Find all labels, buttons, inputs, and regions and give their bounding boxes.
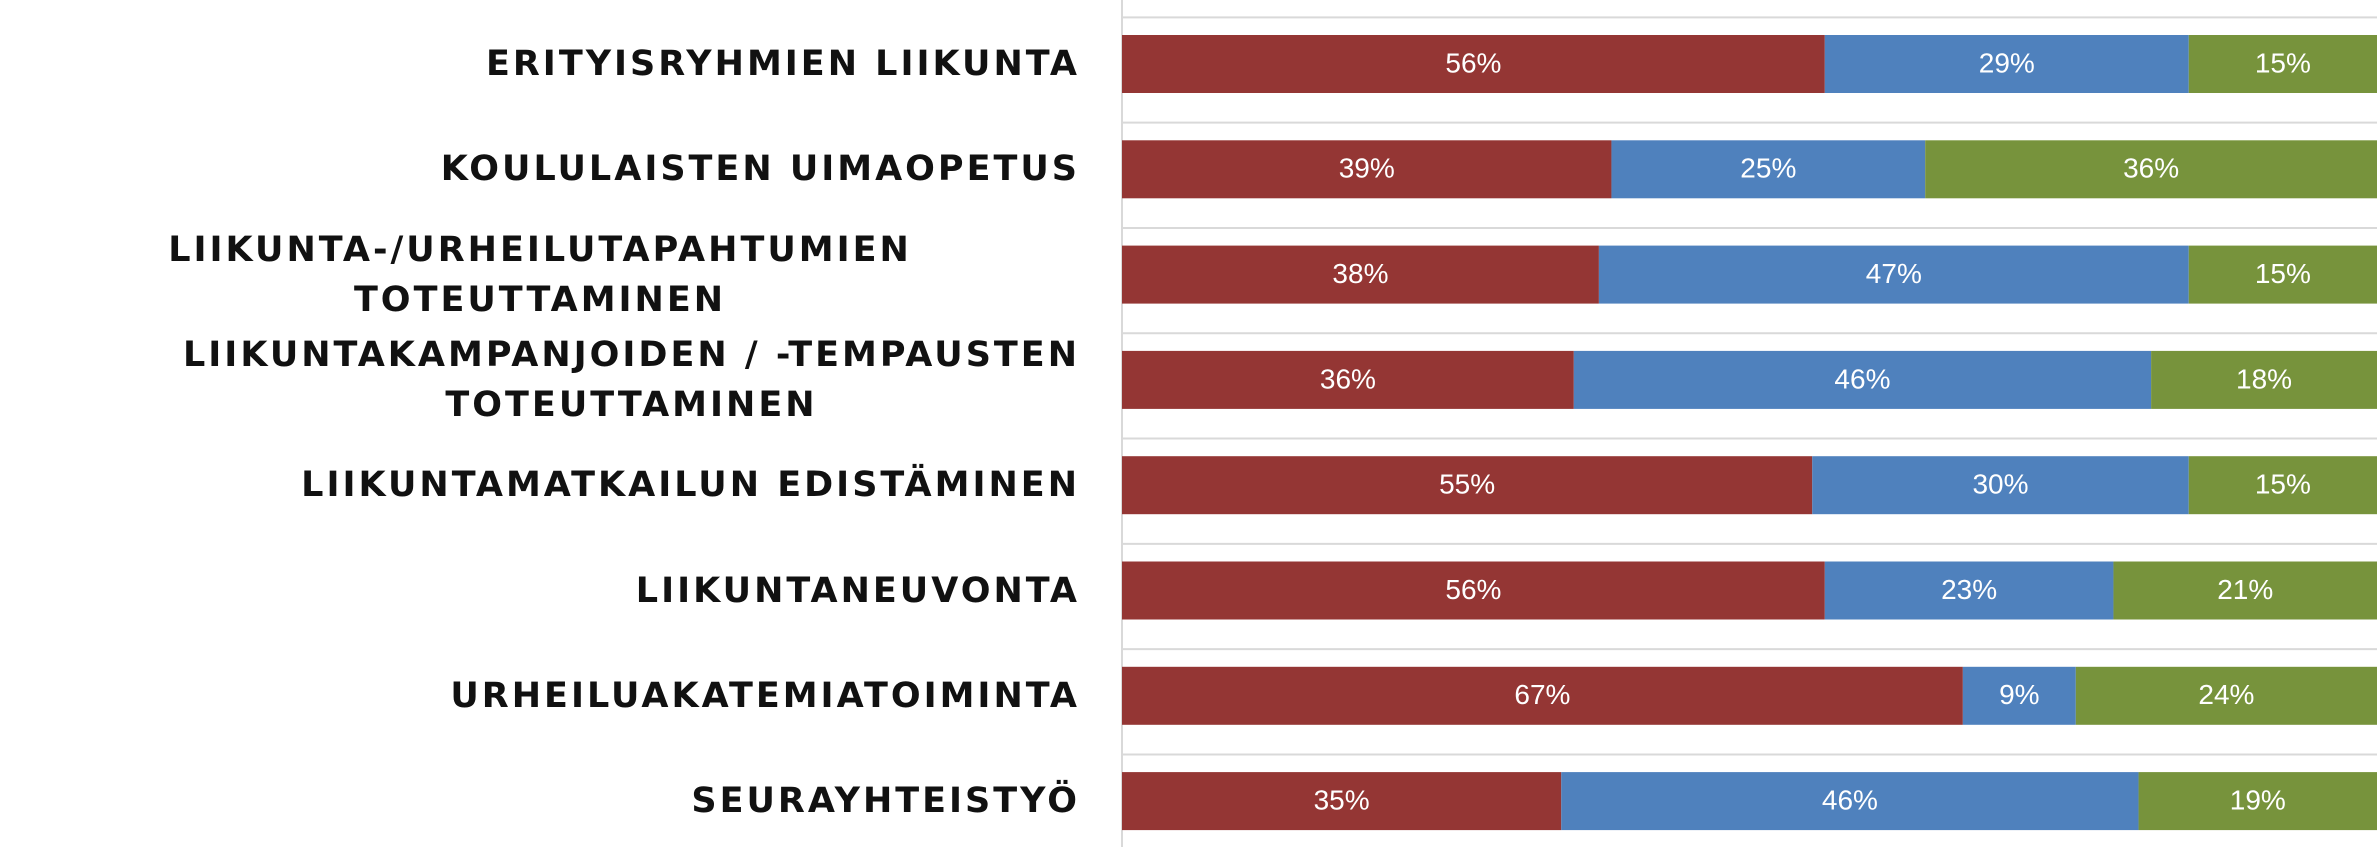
bar-segment (2151, 350, 2377, 409)
category-label: SEURAYHTEISTYÖ (691, 776, 1080, 826)
category-text: LIIKUNTAKAMPANJOIDEN / -TEMPAUSTEN TOTEU… (182, 334, 1080, 425)
value-label: 47% (1866, 258, 1922, 289)
category-text: ERITYISRYHMIEN LIIKUNTA (485, 44, 1080, 84)
value-label: 29% (1979, 47, 2035, 78)
bar-segment (2188, 245, 2377, 304)
value-label: 39% (1339, 153, 1395, 184)
value-label: 36% (2123, 153, 2179, 184)
value-label: 23% (1941, 574, 1997, 605)
bar-segment (1561, 772, 2139, 831)
bar-segment (1611, 140, 1926, 199)
value-label: 67% (1514, 679, 1570, 710)
bar-segment (1122, 772, 1562, 831)
bar-segment (1122, 140, 1612, 199)
value-label: 56% (1445, 47, 1501, 78)
value-label: 56% (1445, 574, 1501, 605)
bar-segment (1573, 350, 2152, 409)
bar-segment (1824, 561, 2114, 620)
bar-segment (2188, 456, 2377, 515)
bar-segment (2075, 666, 2377, 725)
category-label: LIIKUNTANEUVONTA (636, 566, 1080, 616)
value-label: 24% (2198, 679, 2254, 710)
bar-segment (1122, 666, 1963, 725)
bar-segment (1812, 456, 2189, 515)
bar-segment (2138, 772, 2377, 831)
category-label: KOULULAISTEN UIMAOPETUS (441, 144, 1080, 194)
bar-segment (1122, 35, 1825, 93)
value-label: 25% (1740, 153, 1796, 184)
category-text: LIIKUNTANEUVONTA (635, 570, 1080, 611)
value-label: 38% (1332, 258, 1388, 289)
category-label: URHEILUAKATEMIATOIMINTA (450, 671, 1080, 721)
value-label: 46% (1822, 784, 1878, 815)
value-label: 19% (2230, 784, 2286, 815)
bar-segment (1122, 245, 1599, 304)
value-label: 15% (2255, 258, 2311, 289)
value-label: 18% (2236, 363, 2292, 394)
bar-segment (1962, 666, 2076, 725)
bar-segment (1122, 456, 1813, 515)
category-label: LIIKUNTA-/URHEILUTAPAHTUMIEN TOTEUTTAMIN… (0, 225, 1080, 325)
category-label: LIIKUNTAKAMPANJOIDEN / -TEMPAUSTEN TOTEU… (183, 330, 1080, 430)
value-label: 30% (1972, 469, 2028, 500)
category-text: KOULULAISTEN UIMAOPETUS (440, 149, 1080, 190)
value-label: 55% (1439, 469, 1495, 500)
category-label: ERITYISRYHMIEN LIIKUNTA (486, 39, 1080, 89)
bar-segment (2113, 561, 2377, 620)
value-label: 15% (2255, 469, 2311, 500)
category-text: URHEILUAKATEMIATOIMINTA (450, 675, 1080, 716)
bar-segment (1122, 350, 1574, 409)
value-label: 9% (1999, 679, 2039, 710)
value-label: 35% (1314, 784, 1370, 815)
bar-segment (1824, 35, 2189, 93)
value-label: 15% (2255, 47, 2311, 78)
bar-segment (2188, 35, 2377, 93)
bar-segment (1598, 245, 2189, 304)
bar-segment (1122, 561, 1825, 620)
value-label: 46% (1834, 363, 1890, 394)
bar-segment (1925, 140, 2377, 199)
value-label: 21% (2217, 574, 2273, 605)
category-text: LIIKUNTAMATKAILUN EDISTÄMINEN (301, 465, 1080, 506)
category-label: LIIKUNTAMATKAILUN EDISTÄMINEN (301, 460, 1080, 510)
value-label: 36% (1320, 363, 1376, 394)
category-text: LIIKUNTA-/URHEILUTAPAHTUMIEN TOTEUTTAMIN… (168, 229, 912, 320)
category-text: SEURAYHTEISTYÖ (691, 781, 1080, 822)
